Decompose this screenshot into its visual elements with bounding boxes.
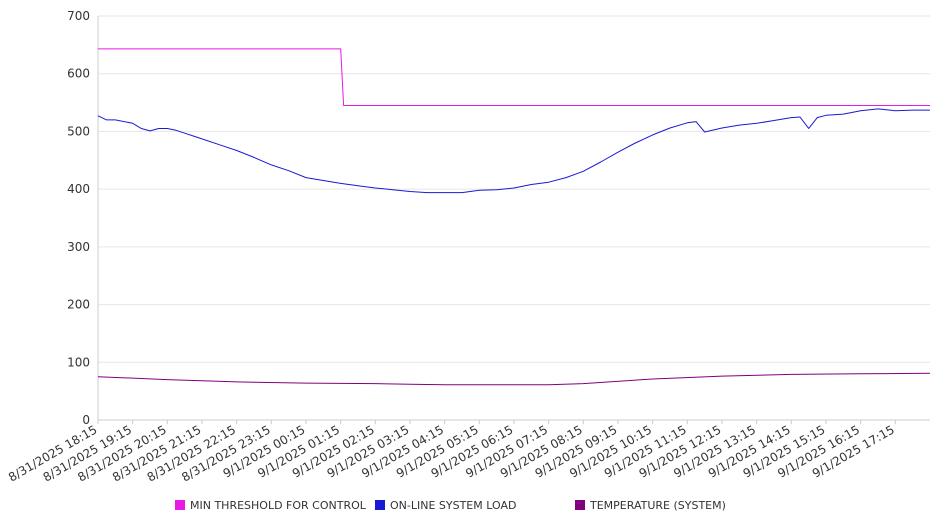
- y-tick-label: 0: [82, 413, 90, 427]
- y-tick-label: 100: [67, 355, 90, 369]
- series-lines: [97, 48, 931, 386]
- legend-label-on-line-system-load: ON-LINE SYSTEM LOAD: [390, 499, 516, 512]
- series-line-on-line-system-load: [97, 108, 930, 194]
- y-tick-labels: 0 100 200 300 400 500 600 700: [67, 9, 90, 427]
- legend-swatch-min-threshold-for-control: [175, 500, 185, 510]
- legend-label-temperature-system: TEMPERATURE (SYSTEM): [589, 499, 726, 512]
- grid-lines: [98, 15, 930, 363]
- x-tick-labels: 8/31/2025 18:158/31/2025 19:158/31/2025 …: [6, 422, 897, 484]
- y-tick-label: 400: [67, 182, 90, 196]
- y-tick-label: 200: [67, 298, 90, 312]
- y-tick-label: 600: [67, 67, 90, 81]
- legend-label-min-threshold-for-control: MIN THRESHOLD FOR CONTROL: [190, 499, 367, 512]
- y-tick-label: 700: [67, 9, 90, 23]
- legend-swatch-on-line-system-load: [375, 500, 385, 510]
- y-tick-label: 300: [67, 240, 90, 254]
- axes: [97, 16, 930, 424]
- legend: MIN THRESHOLD FOR CONTROL ON-LINE SYSTEM …: [175, 499, 726, 512]
- legend-swatch-temperature-system: [575, 500, 585, 510]
- series-line-min-threshold-for-control: [98, 48, 930, 106]
- y-tick-label: 500: [67, 124, 90, 138]
- series-line-temperature-system: [97, 372, 931, 386]
